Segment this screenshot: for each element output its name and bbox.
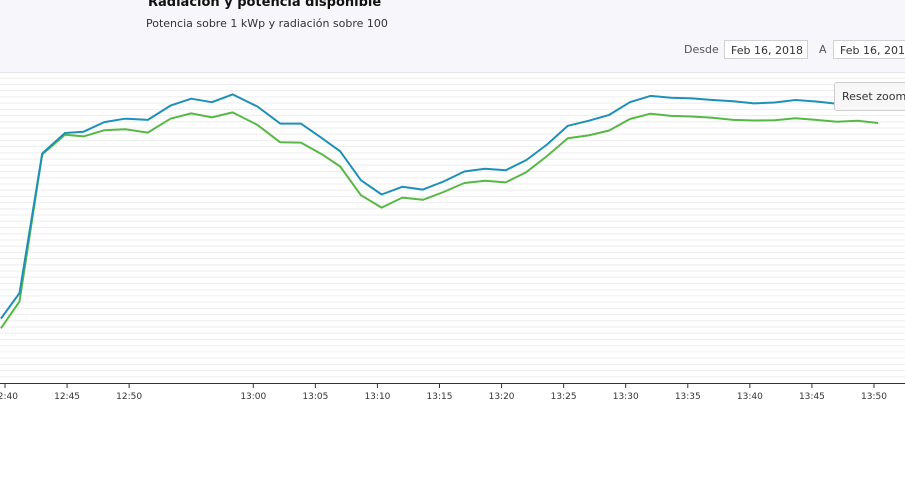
x-tick-label: 13:10: [364, 392, 390, 402]
series-line: [0, 93, 879, 320]
from-date-input[interactable]: Feb 16, 2018: [724, 40, 808, 59]
chart-title: Radiación y potencia disponible: [148, 0, 382, 10]
x-tick-label: 13:05: [302, 392, 328, 402]
from-label: Desde: [684, 43, 719, 56]
x-tick-label: 13:15: [427, 392, 453, 402]
x-tick-label: 13:35: [675, 392, 701, 402]
to-date-input[interactable]: Feb 16, 201: [833, 40, 905, 59]
to-label: A: [819, 43, 827, 56]
x-tick-label: 13:20: [489, 392, 515, 402]
x-tick-label: 12:50: [116, 392, 142, 402]
x-tick-label: 13:50: [861, 392, 887, 402]
x-tick-label: 12:45: [54, 392, 80, 402]
x-tick-label: 13:25: [551, 392, 577, 402]
series-line: [0, 111, 879, 329]
x-tick-label: 13:30: [613, 392, 639, 402]
x-tick-label: 13:40: [737, 392, 763, 402]
gridlines: [0, 77, 905, 378]
chart-header: Radiación y potencia disponible Potencia…: [0, 0, 905, 73]
chart-subtitle: Potencia sobre 1 kWp y radiación sobre 1…: [146, 17, 388, 30]
line-chart: 12:40 12:45 12:50 13:00 13:05 13:10 13:15 13:20…: [0, 77, 905, 402]
x-tick-label: 13:00: [240, 392, 266, 402]
x-tick-label: 12:40: [0, 392, 18, 402]
x-tick-label: 13:45: [799, 392, 825, 402]
reset-zoom-button[interactable]: Reset zoom: [834, 82, 905, 111]
